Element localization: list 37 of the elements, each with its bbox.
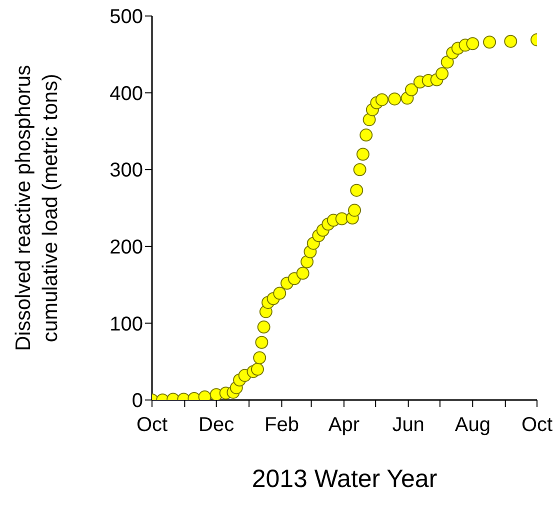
y-tick-label: 400 bbox=[110, 82, 143, 105]
point bbox=[350, 184, 364, 197]
y-tick-label: 100 bbox=[110, 313, 143, 336]
x-tick-label: Jun bbox=[392, 414, 424, 436]
point bbox=[404, 83, 418, 96]
point bbox=[360, 128, 373, 142]
y-axis-title: Dissolved reactive phosphorus cumulative load (metric tons) bbox=[12, 65, 62, 351]
point bbox=[483, 36, 496, 49]
point bbox=[273, 286, 286, 300]
point bbox=[436, 67, 449, 80]
point bbox=[440, 56, 454, 69]
point bbox=[255, 336, 268, 349]
y-tick-label: 500 bbox=[110, 6, 143, 28]
point bbox=[353, 163, 366, 176]
point bbox=[257, 320, 270, 334]
y-tick-label: 0 bbox=[132, 390, 143, 412]
x-tick-label: Oct bbox=[136, 414, 168, 436]
point bbox=[356, 148, 370, 161]
point bbox=[362, 113, 376, 126]
point bbox=[253, 351, 266, 364]
point bbox=[466, 37, 480, 50]
x-tick-label: Feb bbox=[264, 414, 299, 436]
point bbox=[348, 204, 362, 217]
x-tick-label: Aug bbox=[454, 414, 490, 436]
x-tick-label: Oct bbox=[521, 414, 553, 436]
point bbox=[504, 34, 518, 48]
point bbox=[300, 255, 314, 268]
x-tick-label: Apr bbox=[328, 414, 360, 436]
y-tick-label: 300 bbox=[110, 160, 143, 182]
point bbox=[388, 92, 402, 106]
point bbox=[296, 266, 310, 280]
point bbox=[335, 212, 348, 226]
point bbox=[250, 362, 264, 376]
point bbox=[375, 93, 388, 106]
y-tick-label: 200 bbox=[110, 236, 143, 258]
x-tick-label: Dec bbox=[198, 414, 234, 436]
x-axis-title: 2013 Water Year bbox=[252, 465, 438, 493]
